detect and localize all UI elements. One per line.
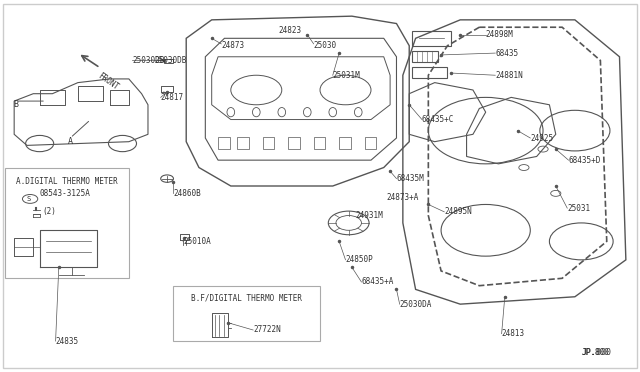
Text: JP.800: JP.800 bbox=[581, 349, 611, 357]
Text: B.F/DIGITAL THERMO METER: B.F/DIGITAL THERMO METER bbox=[191, 294, 302, 303]
Text: A: A bbox=[68, 137, 73, 146]
Text: 24823: 24823 bbox=[278, 26, 301, 35]
Text: 24898M: 24898M bbox=[486, 30, 513, 39]
Text: 24813: 24813 bbox=[502, 329, 525, 338]
Text: (2): (2) bbox=[43, 207, 57, 217]
Text: 25031M: 25031M bbox=[333, 71, 360, 80]
Text: 08543-3125A: 08543-3125A bbox=[40, 189, 90, 198]
Bar bbox=[218, 137, 230, 149]
Text: 25030DA: 25030DA bbox=[399, 300, 432, 309]
Text: 24860B: 24860B bbox=[173, 189, 201, 198]
Text: 24925: 24925 bbox=[531, 134, 554, 142]
Text: A.DIGITAL THERMO METER: A.DIGITAL THERMO METER bbox=[16, 177, 118, 186]
Text: S: S bbox=[26, 196, 30, 202]
Bar bbox=[314, 137, 325, 149]
Text: 24817: 24817 bbox=[161, 93, 184, 102]
Text: 24931M: 24931M bbox=[355, 211, 383, 220]
Bar bbox=[339, 137, 351, 149]
Text: 24873: 24873 bbox=[221, 41, 244, 50]
Text: JP.800: JP.800 bbox=[581, 348, 609, 357]
Text: 68435M: 68435M bbox=[396, 174, 424, 183]
Text: 24873+A: 24873+A bbox=[387, 193, 419, 202]
Text: B: B bbox=[13, 100, 18, 109]
Text: 27722N: 27722N bbox=[253, 326, 281, 334]
Text: 68435+D: 68435+D bbox=[568, 155, 601, 165]
Text: 25030DB: 25030DB bbox=[132, 56, 164, 65]
Text: 25030: 25030 bbox=[314, 41, 337, 50]
Text: FRONT: FRONT bbox=[96, 71, 120, 92]
Text: 24850P: 24850P bbox=[346, 255, 373, 264]
Text: 24895N: 24895N bbox=[444, 207, 472, 217]
Bar bbox=[365, 137, 376, 149]
Bar bbox=[262, 137, 274, 149]
Text: 25010A: 25010A bbox=[183, 237, 211, 246]
Text: 68435: 68435 bbox=[495, 49, 518, 58]
Bar bbox=[288, 137, 300, 149]
Text: 25030DB: 25030DB bbox=[154, 56, 187, 65]
Text: 68435+A: 68435+A bbox=[362, 278, 394, 286]
Text: 24835: 24835 bbox=[56, 337, 79, 346]
Text: 24881N: 24881N bbox=[495, 71, 523, 80]
Text: 68435+C: 68435+C bbox=[422, 115, 454, 124]
Text: 25031: 25031 bbox=[567, 203, 590, 213]
Bar bbox=[237, 137, 249, 149]
